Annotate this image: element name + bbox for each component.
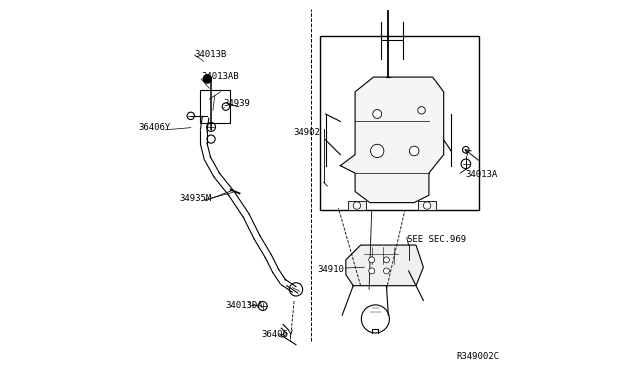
- Polygon shape: [340, 77, 444, 203]
- Circle shape: [461, 159, 470, 169]
- Text: 36406Y: 36406Y: [138, 124, 171, 132]
- Bar: [348, 201, 366, 210]
- Circle shape: [424, 202, 431, 209]
- Circle shape: [371, 144, 384, 158]
- Text: 36406Y: 36406Y: [261, 330, 294, 339]
- Circle shape: [204, 75, 211, 83]
- Circle shape: [369, 268, 374, 274]
- Text: 34902: 34902: [293, 128, 320, 137]
- Circle shape: [369, 257, 374, 263]
- Bar: [200, 90, 230, 123]
- Text: SEE SEC.969: SEE SEC.969: [407, 235, 466, 244]
- Polygon shape: [346, 245, 424, 286]
- Circle shape: [463, 147, 469, 153]
- Text: 34013DA: 34013DA: [225, 301, 263, 310]
- Text: 34013B: 34013B: [195, 49, 227, 59]
- Circle shape: [362, 305, 389, 333]
- Bar: [418, 201, 436, 210]
- Bar: [320, 36, 479, 210]
- Circle shape: [383, 257, 389, 263]
- Text: 34013AB: 34013AB: [202, 72, 239, 81]
- Circle shape: [383, 268, 389, 274]
- Text: 34935M: 34935M: [179, 193, 211, 203]
- Text: 34939: 34939: [223, 99, 250, 109]
- Circle shape: [353, 202, 360, 209]
- Circle shape: [372, 110, 381, 118]
- Circle shape: [410, 146, 419, 156]
- Text: R349002C: R349002C: [456, 352, 499, 361]
- Circle shape: [418, 107, 425, 114]
- Text: 34013A: 34013A: [466, 170, 498, 179]
- Text: 34910: 34910: [317, 264, 344, 273]
